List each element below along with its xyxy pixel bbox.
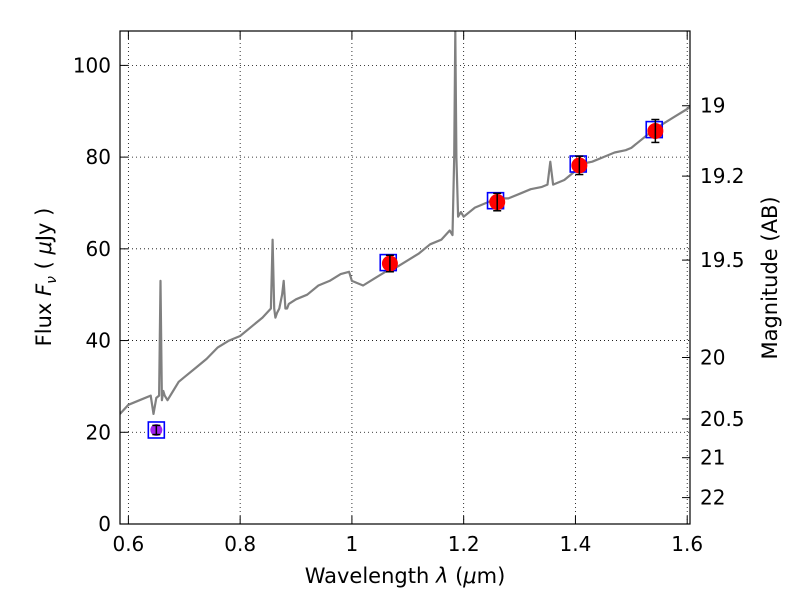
y2-tick-label: 19	[700, 94, 725, 118]
y-tick-label: 100	[73, 53, 111, 77]
y2-tick-label: 19.2	[700, 164, 745, 188]
y2-tick-label: 22	[700, 486, 725, 510]
square-marker	[147, 421, 166, 439]
spectrum-line	[120, 31, 690, 415]
x-axis-label: Wavelength λ (μm)	[305, 564, 506, 588]
x-tick-label: 0.8	[224, 532, 256, 556]
y-tick-label: 0	[98, 512, 111, 536]
x-tick-label: 0.6	[112, 532, 144, 556]
grid	[120, 31, 690, 524]
marker-layer	[147, 118, 664, 439]
y-tick-label: 60	[86, 237, 111, 261]
ticks: 0.6 0.8 1 1.2 1.4 1.6 0 20 40 60 80 100 19 19.2 19.5 20…	[73, 31, 745, 556]
y2-axis-label: Magnitude (AB)	[758, 196, 782, 359]
spectrum-layer	[120, 31, 690, 415]
y-tick-label: 80	[86, 145, 111, 169]
y2-tick-label: 20	[700, 345, 725, 369]
y-tick-label: 20	[86, 420, 111, 444]
y-tick-label: 40	[86, 329, 111, 353]
plot-frame	[119, 30, 691, 525]
x-tick-label: 1.2	[448, 532, 480, 556]
x-tick-label: 1.6	[671, 532, 703, 556]
y2-tick-label: 20.5	[700, 407, 745, 431]
y2-tick-label: 21	[700, 446, 725, 470]
y2-tick-label: 19.5	[700, 248, 745, 272]
x-tick-label: 1.4	[560, 532, 592, 556]
x-tick-label: 1	[346, 532, 359, 556]
y-axis-label: Flux Fν ( μJy )	[32, 208, 60, 347]
